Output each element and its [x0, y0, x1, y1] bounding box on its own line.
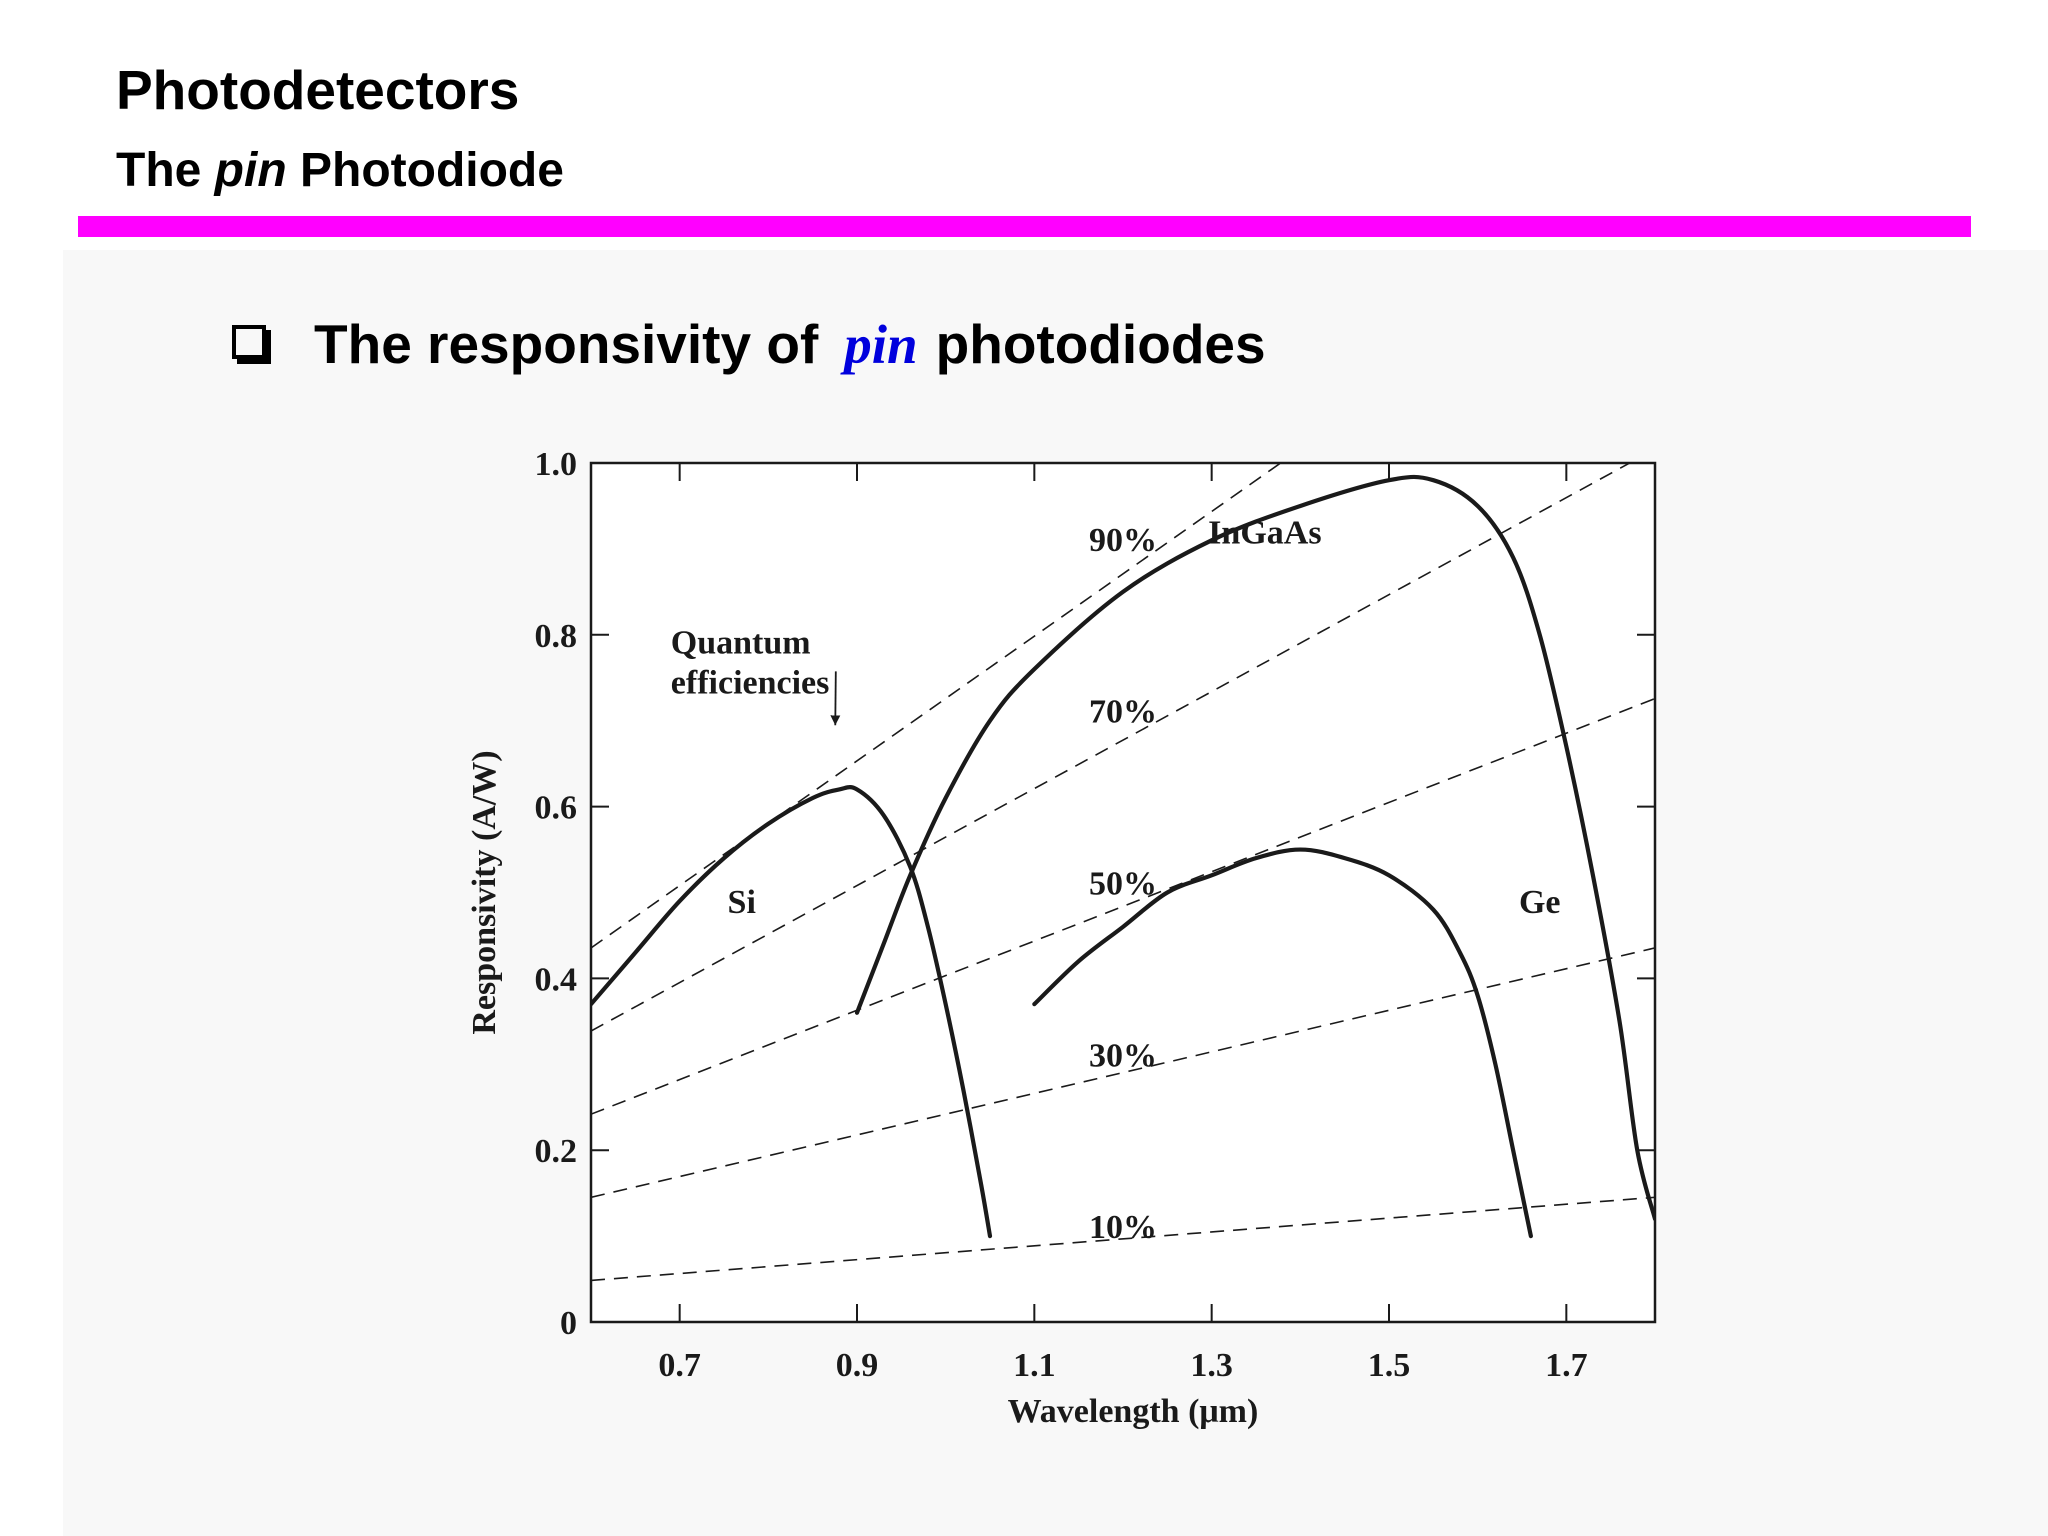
accent-divider-bar [78, 216, 1971, 237]
annotation-arrow [830, 671, 841, 726]
plot-frame [589, 461, 1657, 1324]
qe-label: 10% [1089, 1209, 1157, 1246]
bullet-text-post: photodiodes [935, 313, 1266, 375]
slide-subtitle: The pin Photodiode [116, 143, 564, 198]
x-axis-label: Wavelength (μm) [1008, 1393, 1259, 1430]
x-tick-label: 1.3 [1190, 1347, 1233, 1384]
series-group [591, 474, 1655, 1239]
y-tick-label: 0.8 [535, 618, 578, 655]
qe-label: 30% [1089, 1037, 1157, 1074]
y-tick-label: 0 [560, 1305, 577, 1342]
x-tick-label: 0.7 [658, 1347, 701, 1384]
series-label-si: Si [728, 884, 756, 921]
qe-label: 90% [1089, 522, 1157, 559]
y-tick-label: 0.6 [535, 790, 578, 827]
series-line-ingaas [854, 474, 1655, 1222]
bullet-text-pre: The responsivity of [314, 313, 819, 375]
checkbox-bullet-icon [232, 325, 266, 359]
x-tick-label: 1.7 [1545, 1347, 1588, 1384]
slide-title: Photodetectors [116, 59, 520, 121]
series-label-ingaas: InGaAs [1208, 515, 1321, 552]
qe-line-50pct [591, 697, 1655, 1115]
y-axis-label: Responsivity (A/W) [466, 750, 503, 1034]
slide-header [0, 0, 2048, 240]
y-tick-label: 0.2 [535, 1133, 578, 1170]
series-line-si [591, 785, 993, 1239]
qe-line-10pct [591, 1196, 1655, 1282]
series-label-ge: Ge [1519, 884, 1561, 921]
x-tick-label: 0.9 [836, 1347, 879, 1384]
y-tick-label: 0.4 [535, 961, 578, 998]
qe-label: 50% [1089, 866, 1157, 903]
bullet-item: The responsivity of pin photodiodes [232, 312, 1266, 376]
y-tick-label: 1.0 [535, 446, 578, 483]
subtitle-pre: The [116, 144, 215, 197]
bullet-text-emphasis: pin [844, 314, 918, 375]
qe-label: 70% [1089, 694, 1157, 731]
qe-line-70pct [591, 463, 1632, 1032]
x-tick-label: 1.1 [1013, 1347, 1056, 1384]
series-line-ge [1032, 847, 1533, 1239]
annotation-text-line2: efficiencies [671, 664, 830, 701]
subtitle-post: Photodiode [286, 144, 564, 197]
subtitle-emphasis: pin [214, 144, 287, 197]
annotation-text-line1: Quantum [671, 624, 811, 661]
x-tick-label: 1.5 [1368, 1347, 1411, 1384]
